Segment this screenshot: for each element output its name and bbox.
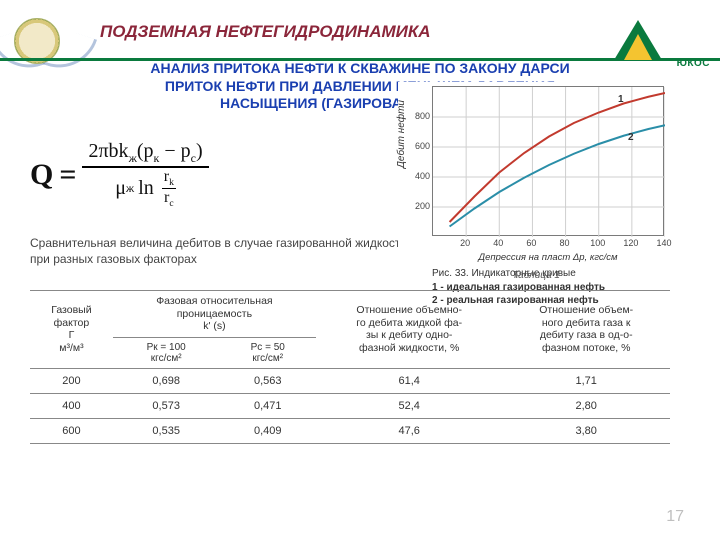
formula-eq: = (53, 158, 82, 192)
series-label-2: 2 (628, 132, 634, 143)
table-cell: 0,698 (113, 368, 220, 393)
formula-fraction: 2πbkж(pк − pс) μж ln rk rc (82, 140, 208, 209)
th-ratio-gas: Отношение объем- ного дебита газа к деби… (502, 291, 670, 369)
th-line: го дебита жидкой фа- (322, 317, 496, 330)
table-label: Таблица 1 (512, 270, 560, 281)
formula-text: 2πbk (88, 140, 128, 162)
table-cell: 0,471 (220, 393, 316, 418)
th-line: Pс = 50 (226, 342, 310, 353)
th-line: дебиту газа в од-о- (508, 329, 664, 342)
th-line: м³/м³ (36, 342, 107, 355)
table-cell: 3,80 (502, 418, 670, 443)
th-line: фактор (36, 317, 107, 330)
table-cell: 0,409 (220, 418, 316, 443)
table-cell: 0,573 (113, 393, 220, 418)
page-number: 17 (666, 508, 684, 526)
th-line: фазном потоке, % (508, 342, 664, 355)
th-line: ного дебита газа к (508, 317, 664, 330)
page-title: ПОДЗЕМНАЯ НЕФТЕГИДРОДИНАМИКА (100, 22, 600, 42)
formula-text: − p (159, 140, 190, 162)
table-cell: 1,71 (502, 368, 670, 393)
table-cell: 47,6 (316, 418, 502, 443)
th-line: Pк = 100 (119, 342, 214, 353)
th-line: проницаемость (119, 308, 310, 321)
th-p2: Pс = 50 кгс/см² (220, 337, 316, 368)
subtitle-line: АНАЛИЗ ПРИТОКА НЕФТИ К СКВАЖИНЕ ПО ЗАКОН… (150, 60, 569, 76)
th-p1: Pк = 100 кгс/см² (113, 337, 220, 368)
th-line: кгс/см² (119, 353, 214, 364)
series-label-1: 1 (618, 94, 624, 105)
formula-sub: c (169, 198, 173, 209)
formula-text: ) (196, 140, 203, 162)
table-cell: 400 (30, 393, 113, 418)
formula-text: μ (115, 177, 126, 200)
formula-Q: Q (30, 158, 53, 192)
formula-minifrac: rk rc (162, 168, 176, 209)
th-line: Отношение объем- (508, 304, 664, 317)
formula-sub: k (169, 177, 174, 188)
chart: Дебит нефти 1 2 20406080100120140 200400… (398, 82, 698, 282)
th-line: Фазовая относительная (119, 295, 310, 308)
table-cell: 600 (30, 418, 113, 443)
table-row: 4000,5730,47152,42,80 (30, 393, 670, 418)
th-permeability: Фазовая относительная проницаемость k' (… (113, 291, 316, 338)
formula-text: (p (137, 140, 154, 162)
th-line: Газовый (36, 304, 107, 317)
table-cell: 2,80 (502, 393, 670, 418)
formula-sub: ж (129, 151, 137, 165)
table-row: 2000,6980,56361,41,71 (30, 368, 670, 393)
th-line: k' (s) (119, 320, 310, 333)
th-line: кгс/см² (226, 353, 310, 364)
figure-caption: Сравнительная величина дебитов в случае … (30, 236, 410, 267)
table-cell: 52,4 (316, 393, 502, 418)
yukos-logo (614, 20, 662, 60)
table-cell: 61,4 (316, 368, 502, 393)
chart-yticks: 200400600800 (406, 86, 430, 236)
th-line: фазной жидкости, % (322, 342, 496, 355)
table-row: 6000,5350,40947,63,80 (30, 418, 670, 443)
formula-text: ln (134, 177, 158, 200)
data-table: Газовый фактор Г м³/м³ Фазовая относител… (30, 290, 670, 444)
table-cell: 0,535 (113, 418, 220, 443)
chart-plot (432, 86, 664, 236)
th-line: зы к дебиту одно- (322, 329, 496, 342)
th-gas-factor: Газовый фактор Г м³/м³ (30, 291, 113, 369)
table-cell: 200 (30, 368, 113, 393)
th-ratio-liquid: Отношение объемно- го дебита жидкой фа- … (316, 291, 502, 369)
chart-xlabel: Депрессия на пласт Δp, кгс/см (432, 252, 664, 263)
table-cell: 0,563 (220, 368, 316, 393)
th-line: Г (36, 329, 107, 342)
th-line: Отношение объемно- (322, 304, 496, 317)
formula-sub: ж (126, 181, 134, 196)
formula: Q = 2πbkж(pк − pс) μж ln rk rc (30, 140, 290, 209)
